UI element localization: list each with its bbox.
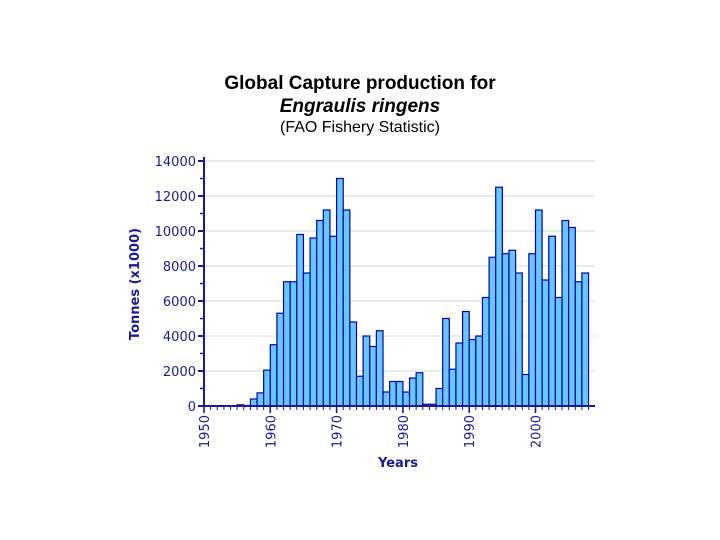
bar: [548, 235, 556, 407]
y-tick-label: 10000: [155, 225, 196, 240]
bar: [408, 377, 417, 407]
bar: [369, 345, 377, 407]
bar: [296, 233, 305, 407]
bar: [481, 296, 490, 407]
chart-title: Global Capture production for: [224, 73, 496, 94]
bar: [528, 253, 537, 407]
x-tick-label: 1970: [331, 415, 346, 448]
bar: [488, 256, 497, 407]
bar: [329, 235, 338, 407]
bar: [302, 272, 311, 407]
bar: [461, 310, 470, 407]
bar: [269, 344, 278, 407]
bar: [355, 375, 364, 407]
x-tick-label: 1980: [397, 415, 412, 448]
bar: [541, 279, 550, 407]
bar: [342, 209, 351, 407]
bars: [236, 177, 590, 407]
chart-title-species: Engraulis ringens: [279, 96, 441, 117]
bar: [316, 219, 324, 407]
bar: [362, 335, 371, 407]
bar: [475, 335, 484, 407]
bar: [256, 392, 265, 407]
bar: [468, 338, 477, 407]
bar: [402, 391, 411, 407]
y-tick-label: 2000: [163, 365, 196, 380]
bar: [382, 391, 391, 407]
x-tick-label: 2000: [530, 415, 545, 448]
bar: [375, 330, 384, 407]
bar: [554, 296, 563, 407]
bar: [336, 177, 344, 407]
bar: [534, 209, 543, 407]
bar: [455, 342, 464, 407]
bar: [282, 281, 291, 407]
x-tick-label: 1960: [264, 415, 279, 448]
bar: [574, 281, 583, 407]
bar: [289, 281, 298, 407]
bar: [263, 369, 271, 407]
x-tick-label: 1990: [463, 415, 478, 448]
tick-labels: 0 2000 4000 6000 8000 10000 12000 14000 1950 1960…: [155, 155, 545, 448]
bar: [276, 312, 285, 407]
bar: [435, 387, 444, 407]
bar: [395, 380, 404, 407]
bar: [349, 321, 358, 407]
y-tick-label: 12000: [155, 190, 196, 205]
chart-title-block: Global Capture production for Engraulis …: [0, 72, 720, 138]
bar: [415, 372, 424, 407]
y-tick-label: 4000: [163, 330, 196, 345]
bar: [561, 219, 570, 407]
chart-subtitle: (FAO Fishery Statistic): [279, 119, 441, 136]
x-axis-title: Years: [377, 456, 418, 471]
bar: [309, 237, 318, 407]
y-axis-title: Tonnes (x1000): [128, 228, 143, 340]
bar: [521, 373, 530, 407]
y-tick-label: 6000: [163, 295, 196, 310]
bar: [581, 272, 590, 407]
bar: [442, 317, 450, 407]
y-tick-label: 14000: [155, 155, 196, 170]
bar: [495, 186, 503, 407]
bar: [249, 398, 258, 407]
bar: [501, 253, 510, 407]
y-tick-label: 8000: [163, 260, 196, 275]
x-tick-label: 1950: [198, 415, 213, 448]
bar: [515, 272, 523, 407]
bar: [568, 226, 576, 407]
bar: [389, 380, 397, 407]
bar: [322, 209, 331, 407]
bar: [508, 249, 517, 407]
y-tick-label: 0: [188, 400, 196, 415]
axes: [198, 157, 595, 413]
bar: [448, 368, 457, 407]
